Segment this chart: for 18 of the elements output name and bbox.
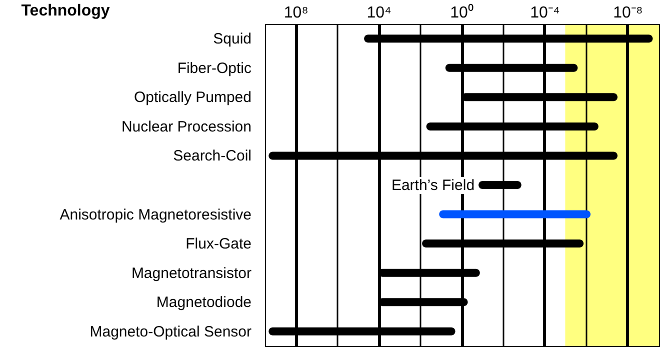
y-tick-label: Magnetotransistor — [131, 264, 252, 282]
x-tick-label: 10⁴ — [366, 4, 392, 22]
x-tick-label: 10⁰ — [450, 4, 474, 22]
y-axis-title: Technology — [21, 2, 110, 20]
annotation: Earth’s Field — [391, 177, 475, 194]
y-tick-label: Anisotropic Magnetoresistive — [60, 206, 252, 224]
y-tick-label: Search-Coil — [173, 148, 252, 165]
x-tick-label: 10⁻⁸ — [613, 4, 643, 22]
y-tick-label: Flux-Gate — [186, 236, 252, 253]
y-tick-label: Fiber-Optic — [177, 60, 252, 77]
bar — [439, 210, 591, 218]
y-tick-label: Squid — [213, 30, 252, 48]
x-tick-label: 10⁸ — [284, 4, 308, 22]
y-tick-label: Magnetodiode — [156, 294, 252, 312]
y-tick-label: Nuclear Procession — [121, 118, 252, 136]
y-tick-label: Magneto-Optical Sensor — [90, 323, 252, 340]
x-tick-label: 10⁻⁴ — [530, 4, 560, 22]
y-tick-label: Optically Pumped — [134, 89, 252, 106]
